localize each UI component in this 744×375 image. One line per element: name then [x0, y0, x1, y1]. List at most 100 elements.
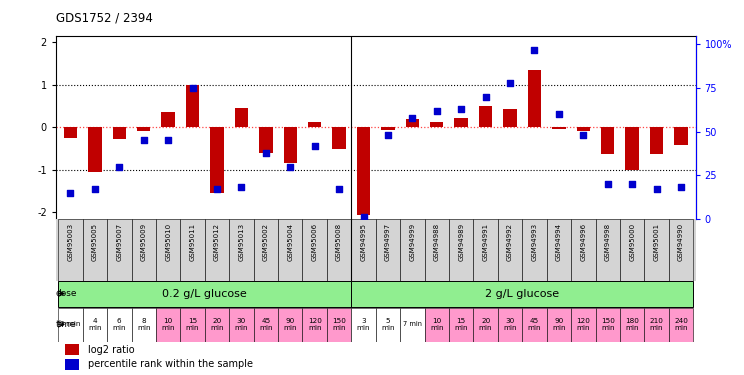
Point — [113, 164, 125, 170]
Text: 120
min: 120 min — [577, 318, 590, 330]
Bar — [425, 308, 449, 342]
Bar — [58, 308, 83, 342]
Bar — [327, 219, 351, 280]
Bar — [357, 127, 371, 214]
Bar — [107, 219, 132, 280]
Point — [406, 115, 418, 121]
Bar — [522, 219, 547, 280]
Text: GSM95006: GSM95006 — [312, 223, 318, 261]
Text: 30
min: 30 min — [503, 318, 517, 330]
Point — [382, 132, 394, 138]
Bar — [571, 219, 595, 280]
Bar — [351, 281, 693, 307]
Bar — [83, 308, 107, 342]
Text: GSM94988: GSM94988 — [434, 223, 440, 261]
Bar — [132, 308, 156, 342]
Bar — [254, 219, 278, 280]
Bar — [669, 219, 693, 280]
Bar — [644, 308, 669, 342]
Text: 120
min: 120 min — [308, 318, 321, 330]
Bar — [88, 127, 102, 172]
Text: GSM95009: GSM95009 — [141, 223, 147, 261]
Bar — [205, 308, 229, 342]
Bar — [161, 112, 175, 127]
Bar — [547, 219, 571, 280]
Point — [187, 85, 199, 91]
Bar — [552, 127, 565, 129]
Point — [675, 184, 687, 190]
Bar — [449, 308, 473, 342]
Point — [260, 150, 272, 156]
Bar — [283, 127, 297, 164]
Bar — [58, 281, 351, 307]
Bar — [504, 110, 517, 127]
Text: GSM95000: GSM95000 — [629, 223, 635, 261]
Text: GSM95010: GSM95010 — [165, 223, 171, 261]
Point — [650, 186, 662, 192]
Bar — [620, 308, 644, 342]
Bar — [211, 127, 224, 193]
Bar — [65, 359, 80, 370]
Bar — [180, 219, 205, 280]
Bar — [674, 127, 687, 145]
Bar — [186, 85, 199, 127]
Bar — [259, 127, 272, 153]
Text: 30
min: 30 min — [234, 318, 248, 330]
Bar — [156, 308, 180, 342]
Bar — [156, 219, 180, 280]
Bar — [577, 127, 590, 130]
Bar — [132, 219, 156, 280]
Bar — [626, 127, 639, 170]
Bar — [522, 308, 547, 342]
Bar — [498, 308, 522, 342]
Text: GSM94995: GSM94995 — [361, 223, 367, 261]
Text: GSM94993: GSM94993 — [531, 223, 537, 261]
Text: 2 g/L glucose: 2 g/L glucose — [485, 288, 559, 298]
Point — [211, 186, 223, 192]
Text: 15
min: 15 min — [455, 318, 468, 330]
Bar — [571, 308, 595, 342]
Text: 2 min: 2 min — [60, 321, 80, 327]
Bar — [376, 308, 400, 342]
Bar — [234, 108, 248, 127]
Text: 210
min: 210 min — [650, 318, 664, 330]
Bar — [327, 308, 351, 342]
Text: log2 ratio: log2 ratio — [88, 345, 135, 355]
Text: GDS1752 / 2394: GDS1752 / 2394 — [56, 11, 153, 24]
Text: 90
min: 90 min — [283, 318, 297, 330]
Bar — [351, 219, 376, 280]
Text: GSM95011: GSM95011 — [190, 223, 196, 261]
Text: 45
min: 45 min — [527, 318, 541, 330]
Text: 0.2 g/L glucose: 0.2 g/L glucose — [162, 288, 247, 298]
Text: GSM95004: GSM95004 — [287, 223, 293, 261]
Text: GSM94992: GSM94992 — [507, 223, 513, 261]
Text: 45
min: 45 min — [259, 318, 272, 330]
Bar — [278, 219, 303, 280]
Bar — [137, 127, 150, 130]
Bar — [254, 308, 278, 342]
Bar — [400, 308, 425, 342]
Bar — [107, 308, 132, 342]
Bar — [620, 219, 644, 280]
Bar — [112, 127, 126, 139]
Text: GSM95008: GSM95008 — [336, 223, 342, 261]
Bar — [229, 219, 254, 280]
Text: GSM95005: GSM95005 — [92, 223, 98, 261]
Text: percentile rank within the sample: percentile rank within the sample — [88, 359, 253, 369]
Point — [480, 94, 492, 100]
Point — [162, 137, 174, 143]
Point — [138, 137, 150, 143]
Text: 180
min: 180 min — [625, 318, 639, 330]
Bar — [425, 219, 449, 280]
Text: GSM95007: GSM95007 — [116, 223, 122, 261]
Text: GSM95001: GSM95001 — [653, 223, 660, 261]
Bar — [278, 308, 303, 342]
Bar — [205, 219, 229, 280]
Text: 240
min: 240 min — [674, 318, 688, 330]
Text: 4
min: 4 min — [88, 318, 102, 330]
Text: 3
min: 3 min — [357, 318, 371, 330]
Bar — [644, 219, 669, 280]
Text: 10
min: 10 min — [430, 318, 443, 330]
Bar — [527, 70, 541, 127]
Point — [89, 186, 101, 192]
